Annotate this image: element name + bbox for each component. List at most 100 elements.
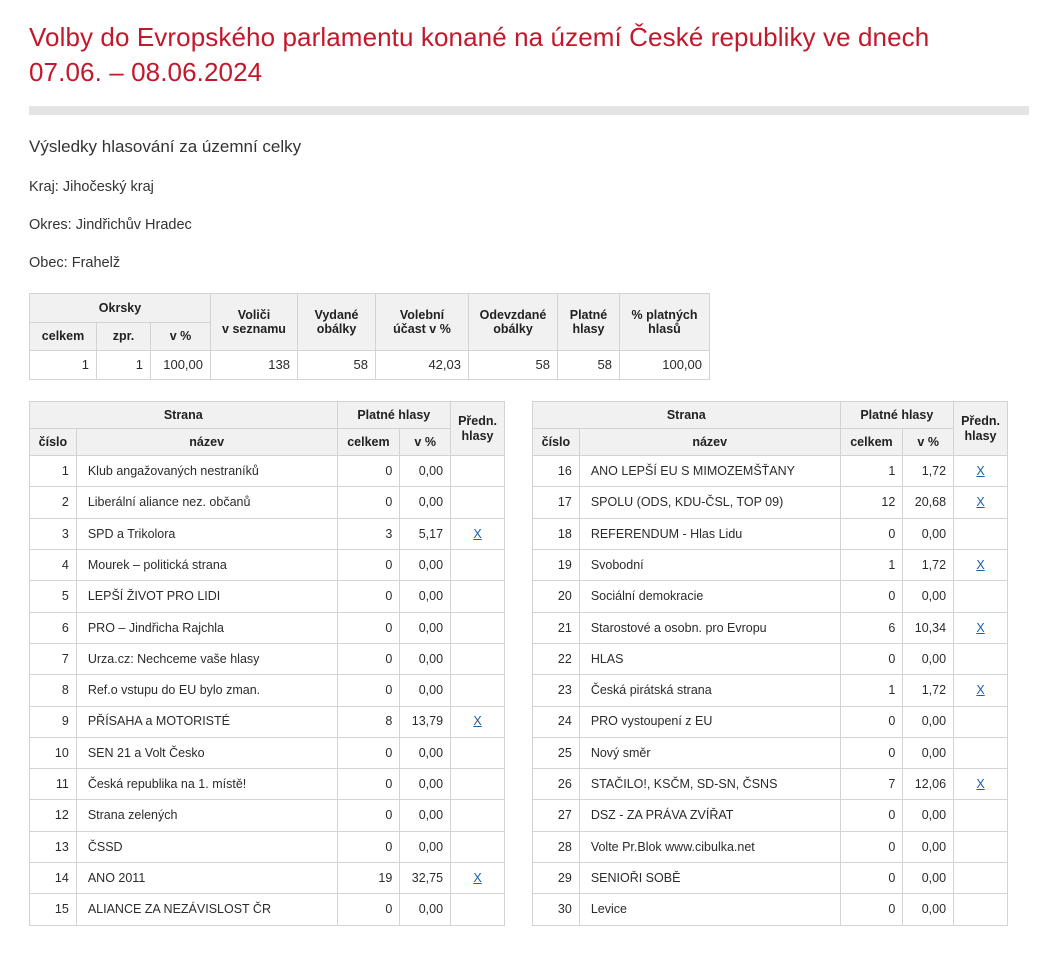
party-name: Levice: [578, 893, 841, 926]
value-vydane-obalky: 58: [297, 350, 376, 381]
summary-header-volici: Voliči v seznamu: [210, 293, 298, 352]
party-header-predn-line1: Předn.: [458, 414, 497, 429]
party-number: 19: [532, 549, 580, 582]
party-votes: 1: [839, 455, 904, 488]
summary-header-okrsky-zpr: zpr.: [96, 321, 151, 352]
party-votes: 0: [336, 580, 401, 613]
table-row: 17 SPOLU (ODS, KDU-ČSL, TOP 09) 12 20,68 X: [532, 486, 1008, 519]
party-name: Volte Pr.Blok www.cibulka.net: [578, 830, 841, 864]
party-name: ANO 2011: [75, 862, 338, 895]
table-row: 21 Starostové a osobn. pro Evropu 6 10,34 X: [532, 611, 1008, 644]
party-name: Sociální demokracie: [578, 580, 841, 613]
value-volici-v-seznamu: 138: [210, 350, 298, 381]
location-kraj: Kraj: Jihočeský kraj: [29, 179, 154, 196]
preferential-votes-cell[interactable]: X: [450, 517, 505, 551]
location-obec: Obec: Frahelž: [29, 255, 121, 272]
party-name: STAČILO!, KSČM, SD-SN, ČSNS: [578, 768, 841, 801]
party-votes: 6: [839, 611, 904, 644]
party-percent: 0,00: [399, 830, 452, 864]
party-header-cislo: číslo: [532, 428, 580, 457]
preferential-votes-cell[interactable]: X: [953, 549, 1008, 582]
party-votes: 0: [839, 893, 904, 926]
party-header-cislo: číslo: [29, 428, 77, 457]
preferential-votes-cell: [953, 736, 1008, 770]
preferential-votes-cell: [953, 862, 1008, 895]
party-number: 10: [29, 736, 77, 770]
preferential-votes-cell[interactable]: X: [953, 455, 1008, 488]
party-percent: 20,68: [902, 486, 955, 519]
party-rows-right: 16 ANO LEPŠÍ EU S MIMOZEMŠŤANY 1 1,72 X 17 SPO…: [532, 455, 1008, 926]
table-row: 26 STAČILO!, KSČM, SD-SN, ČSNS 7 12,06 X: [532, 768, 1008, 801]
preferential-votes-cell: [953, 799, 1008, 832]
party-percent: 0,00: [902, 862, 955, 895]
party-number: 13: [29, 830, 77, 864]
summary-header-ucast-line2: účast v %: [393, 322, 451, 337]
preferential-votes-cell[interactable]: X: [450, 705, 505, 738]
value-volebni-ucast: 42,03: [375, 350, 469, 381]
preferential-votes-cell[interactable]: X: [450, 862, 505, 895]
party-votes: 0: [336, 736, 401, 770]
party-votes: 3: [336, 517, 401, 551]
party-percent: 0,00: [902, 893, 955, 926]
summary-header-volici-line1: Voliči: [237, 307, 271, 322]
table-row: 11 Česká republika na 1. místě! 0 0,00: [29, 768, 505, 801]
table-row: 1 Klub angažovaných nestraníků 0 0,00: [29, 455, 505, 488]
preferential-votes-link[interactable]: X: [976, 464, 985, 479]
party-number: 12: [29, 799, 77, 832]
party-number: 30: [532, 893, 580, 926]
preferential-votes-cell: [953, 642, 1008, 676]
preferential-votes-link[interactable]: X: [473, 870, 482, 885]
party-votes: 7: [839, 768, 904, 801]
party-percent: 32,75: [399, 862, 452, 895]
preferential-votes-link[interactable]: X: [976, 777, 985, 792]
preferential-votes-cell[interactable]: X: [953, 674, 1008, 707]
preferential-votes-cell: [450, 455, 505, 488]
summary-header-okrsky-group: Okrsky: [29, 293, 211, 323]
table-row: 3 SPD a Trikolora 3 5,17 X: [29, 517, 505, 551]
party-rows-left: 1 Klub angažovaných nestraníků 0 0,00 2 Liber…: [29, 455, 505, 926]
party-votes: 0: [336, 549, 401, 582]
preferential-votes-link[interactable]: X: [976, 683, 985, 698]
party-percent: 1,72: [902, 674, 955, 707]
preferential-votes-cell[interactable]: X: [953, 768, 1008, 801]
party-header-nazev: název: [578, 428, 841, 457]
table-row: 6 PRO – Jindřicha Rajchla 0 0,00: [29, 611, 505, 644]
preferential-votes-link[interactable]: X: [976, 558, 985, 572]
party-votes: 0: [839, 830, 904, 864]
party-number: 16: [532, 455, 580, 488]
preferential-votes-cell[interactable]: X: [953, 611, 1008, 644]
party-name: Strana zelených: [75, 799, 338, 832]
table-row: 25 Nový směr 0 0,00: [532, 736, 1008, 770]
party-header-strana: Strana: [29, 401, 338, 430]
party-percent: 1,72: [902, 549, 955, 582]
value-platne-hlasy: 58: [557, 350, 620, 381]
preferential-votes-cell: [450, 893, 505, 926]
party-votes: 1: [839, 549, 904, 582]
preferential-votes-link[interactable]: X: [473, 526, 482, 541]
party-votes: 0: [336, 768, 401, 801]
party-number: 4: [29, 549, 77, 582]
party-votes: 0: [336, 674, 401, 707]
party-number: 22: [532, 642, 580, 676]
party-percent: 13,79: [399, 705, 452, 738]
party-results-zone: Strana Platné hlasy Předn. hlasy číslo n…: [29, 380, 1047, 926]
party-percent: 0,00: [902, 830, 955, 864]
party-number: 18: [532, 517, 580, 551]
party-percent: 0,00: [399, 768, 452, 801]
summary-header-okrsky-v-proc: v %: [150, 321, 211, 352]
summary-header-odevzdane-line2: obálky: [493, 322, 533, 337]
table-row: 12 Strana zelených 0 0,00: [29, 799, 505, 832]
preferential-votes-cell[interactable]: X: [953, 486, 1008, 519]
preferential-votes-link[interactable]: X: [976, 620, 985, 635]
table-row: 9 PŘÍSAHA a MOTORISTÉ 8 13,79 X: [29, 705, 505, 738]
preferential-votes-link[interactable]: X: [976, 495, 985, 510]
preferential-votes-link[interactable]: X: [473, 714, 482, 729]
party-percent: 0,00: [902, 736, 955, 770]
party-votes: 0: [839, 517, 904, 551]
summary-header-vydane-line2: obálky: [316, 322, 357, 337]
summary-header-platne-line1: Platné: [569, 307, 608, 322]
party-header-predn-line2: hlasy: [461, 428, 494, 443]
party-percent: 0,00: [902, 580, 955, 613]
party-number: 1: [29, 455, 77, 488]
preferential-votes-cell: [450, 580, 505, 613]
